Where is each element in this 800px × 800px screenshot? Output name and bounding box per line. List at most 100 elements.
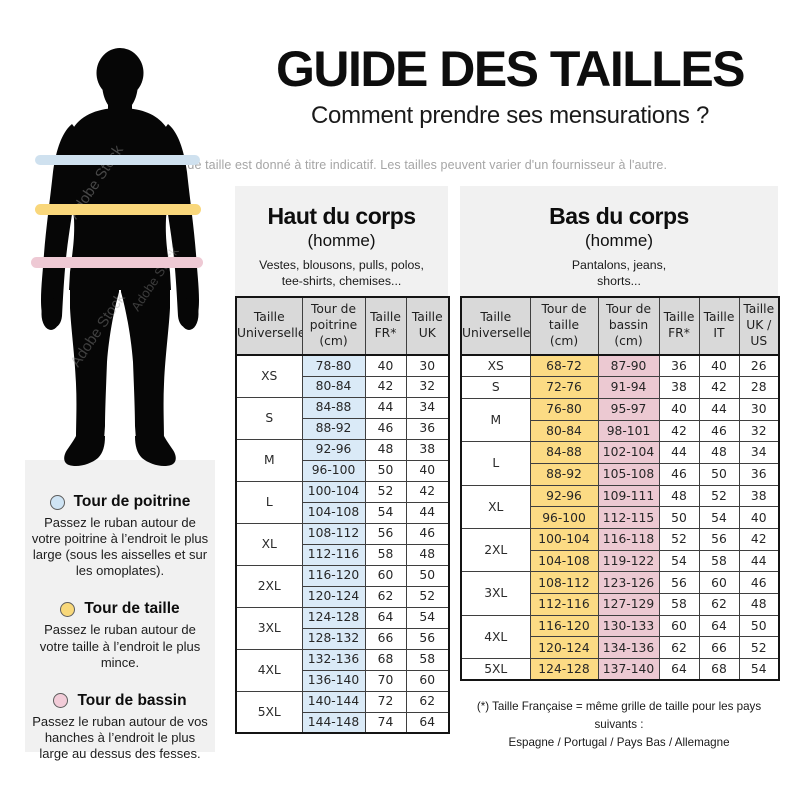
upper-body-title-block: Haut du corps (homme) Vestes, blousons, … [235, 186, 448, 296]
hip-band [31, 257, 203, 268]
size-label-cell: 5XL [235, 690, 303, 734]
size-value-cell: 44 [405, 501, 450, 524]
size-value-cell: 66 [698, 636, 740, 660]
size-value-cell: 34 [405, 396, 450, 419]
legend-label: Tour de taille [84, 600, 180, 618]
size-label-cell: L [460, 441, 531, 486]
size-value-cell: 112-115 [597, 506, 660, 529]
chest-band [35, 155, 200, 165]
size-value-cell: 58 [658, 593, 700, 616]
size-value-cell: 28 [738, 376, 780, 399]
page-subtitle: Comment prendre ses mensurations ? [311, 102, 709, 129]
section-description: Pantalons, jeans, shorts... [571, 258, 667, 288]
size-value-cell: 64 [658, 658, 700, 681]
size-label-cell: 3XL [235, 606, 303, 650]
size-value-cell: 36 [658, 354, 700, 378]
legend-description: Passez le ruban autour de vos hanches à … [32, 713, 208, 761]
size-value-cell: 130-133 [597, 614, 660, 638]
legend-item-bassin: Tour de bassin Passez le ruban autour de… [25, 692, 215, 762]
column-header: Taille FR* [364, 296, 407, 356]
male-silhouette-icon: Adobe Stock Adobe Stock Adobe Stock [31, 48, 203, 467]
size-value-cell: 104-108 [301, 501, 366, 524]
size-value-cell: 32 [738, 419, 780, 443]
size-value-cell: 62 [698, 593, 740, 616]
size-value-cell: 64 [698, 614, 740, 638]
size-value-cell: 132-136 [301, 648, 366, 671]
size-value-cell: 48 [405, 543, 450, 566]
size-value-cell: 58 [698, 549, 740, 573]
page-header: GUIDE DES TAILLES Comment prendre ses me… [230, 44, 790, 130]
size-value-cell: 74 [364, 711, 407, 734]
size-value-cell: 40 [738, 506, 780, 529]
size-label-cell: S [460, 376, 531, 399]
size-value-cell: 92-96 [301, 438, 366, 461]
legend-label: Tour de bassin [77, 691, 187, 709]
size-value-cell: 54 [658, 549, 700, 573]
size-value-cell: 50 [698, 462, 740, 486]
size-value-cell: 88-92 [301, 417, 366, 440]
size-value-cell: 60 [364, 564, 407, 587]
size-value-cell: 116-120 [529, 614, 599, 638]
size-value-cell: 123-126 [597, 571, 660, 595]
size-value-cell: 72 [364, 690, 407, 713]
size-value-cell: 32 [405, 375, 450, 398]
size-value-cell: 40 [698, 354, 740, 378]
column-header: Taille UK / US [738, 296, 780, 356]
size-value-cell: 46 [698, 419, 740, 443]
size-label-cell: M [460, 397, 531, 443]
footnote-line: (*) Taille Française = même grille de ta… [476, 700, 762, 732]
size-value-cell: 60 [698, 571, 740, 595]
size-value-cell: 26 [738, 354, 780, 378]
size-value-cell: 38 [405, 438, 450, 461]
column-header: Tour de taille (cm) [529, 296, 599, 356]
size-value-cell: 84-88 [301, 396, 366, 419]
size-value-cell: 30 [405, 354, 450, 377]
upper-body-size-table: Taille Universelle Tour de poitrine (cm) T… [235, 296, 450, 734]
legend-panel: Tour de poitrine Passez le ruban autour … [25, 460, 215, 761]
waist-band [35, 204, 201, 215]
size-value-cell: 40 [364, 354, 407, 377]
legend-description: Passez le ruban autour de votre taille à… [39, 622, 201, 670]
size-value-cell: 60 [405, 669, 450, 692]
size-label-cell: XS [235, 354, 303, 398]
size-value-cell: 68 [698, 658, 740, 681]
size-value-cell: 48 [364, 438, 407, 461]
section-subtitle: (homme) [307, 231, 376, 250]
size-label-cell: XL [235, 522, 303, 566]
size-value-cell: 134-136 [597, 636, 660, 660]
size-value-cell: 102-104 [597, 441, 660, 464]
column-header: Taille FR* [658, 296, 700, 356]
size-value-cell: 30 [738, 397, 780, 421]
size-value-cell: 70 [364, 669, 407, 692]
size-label-cell: 2XL [460, 527, 531, 573]
size-value-cell: 120-124 [301, 585, 366, 608]
column-header: Taille Universelle [235, 296, 303, 356]
page-title: GUIDE DES TAILLES [275, 41, 746, 97]
lower-body-size-table: Taille Universelle Tour de taille (cm) Tou… [460, 296, 780, 682]
size-value-cell: 78-80 [301, 354, 366, 377]
size-label-cell: 4XL [460, 614, 531, 660]
size-value-cell: 120-124 [529, 636, 599, 660]
size-value-cell: 104-108 [529, 549, 599, 573]
column-header: Tour de poitrine (cm) [301, 296, 366, 356]
size-value-cell: 42 [738, 528, 780, 551]
size-value-cell: 58 [364, 543, 407, 566]
legend-label: Tour de poitrine [73, 493, 191, 510]
size-value-cell: 109-111 [597, 484, 660, 508]
size-value-cell: 100-104 [529, 528, 599, 551]
size-value-cell: 54 [698, 506, 740, 529]
size-value-cell: 68 [364, 648, 407, 671]
size-value-cell: 128-132 [301, 627, 366, 650]
size-label-cell: 5XL [460, 658, 531, 681]
size-value-cell: 38 [738, 484, 780, 508]
size-value-cell: 40 [405, 459, 450, 482]
size-value-cell: 48 [658, 484, 700, 508]
section-description: Vestes, blousons, pulls, polos, tee-shir… [259, 258, 424, 288]
size-value-cell: 88-92 [529, 462, 599, 486]
hip-measure-icon [53, 693, 69, 709]
size-value-cell: 48 [698, 441, 740, 464]
size-value-cell: 42 [364, 375, 407, 398]
size-value-cell: 58 [405, 648, 450, 671]
size-value-cell: 46 [738, 571, 780, 595]
size-value-cell: 62 [364, 585, 407, 608]
